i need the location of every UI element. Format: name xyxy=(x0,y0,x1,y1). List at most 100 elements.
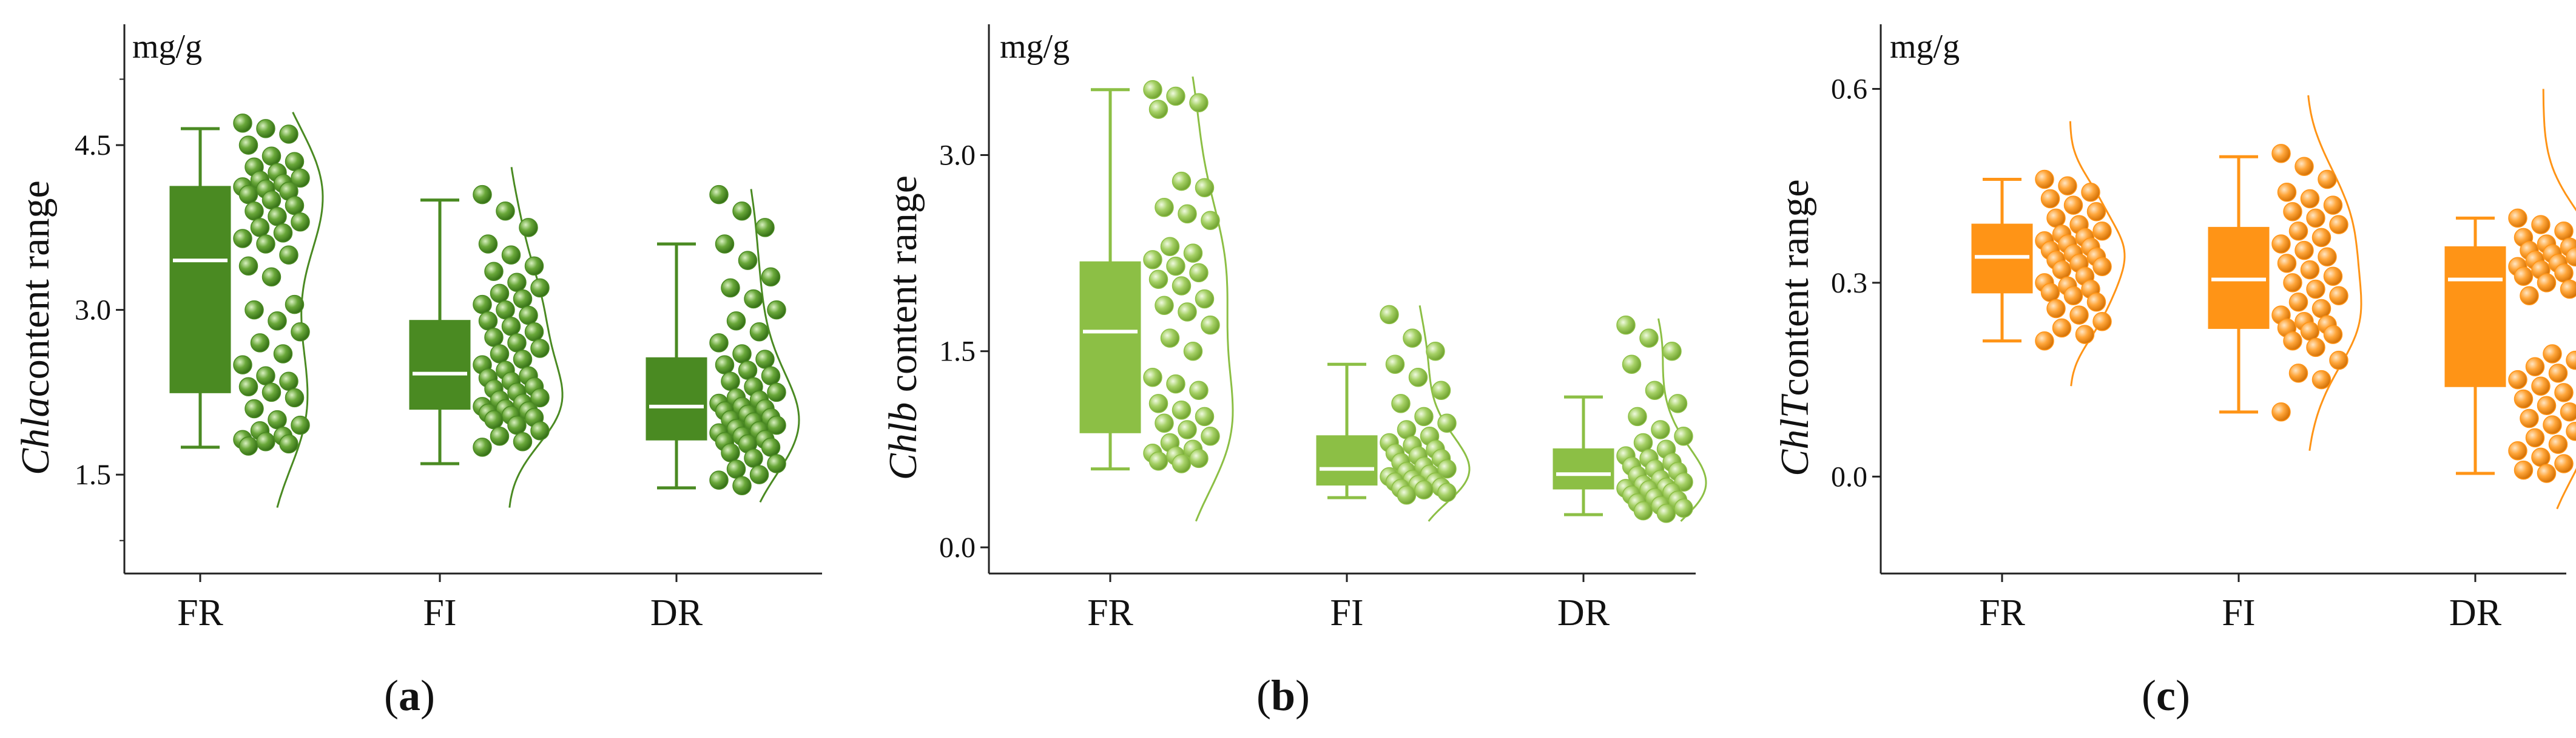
data-point xyxy=(1391,394,1411,413)
data-point xyxy=(2554,454,2574,473)
data-point xyxy=(2063,286,2083,305)
panel-c-caption: (c) xyxy=(2142,671,2190,720)
data-point xyxy=(2548,364,2568,383)
data-point xyxy=(2086,202,2106,222)
y-tick-label: 0.3 xyxy=(1831,267,1867,299)
x-tick-label: DR xyxy=(650,592,703,634)
y-tick-label: 3.0 xyxy=(939,139,976,171)
data-point xyxy=(755,218,775,237)
data-point xyxy=(473,294,492,314)
data-point xyxy=(2052,318,2072,338)
data-point xyxy=(490,283,510,303)
data-point xyxy=(233,229,252,248)
data-point xyxy=(761,366,781,385)
data-point xyxy=(738,251,758,270)
data-point xyxy=(501,317,521,336)
data-point xyxy=(2514,389,2534,409)
data-point xyxy=(238,135,258,155)
data-point xyxy=(238,256,258,276)
panel-a: 1.5 3.0 4.5 FR FI DR mg/g Chlacontent range (… xyxy=(13,24,822,720)
data-point xyxy=(473,438,492,457)
data-point xyxy=(749,322,769,342)
data-point xyxy=(2554,221,2574,241)
data-point xyxy=(291,212,310,232)
data-point xyxy=(2537,396,2557,415)
data-point xyxy=(478,311,498,331)
data-point xyxy=(721,443,740,462)
data-point xyxy=(1178,204,1197,224)
data-point xyxy=(291,168,310,188)
data-point xyxy=(1155,296,1174,316)
data-point xyxy=(1183,341,1203,361)
data-point xyxy=(2318,169,2337,189)
data-point xyxy=(484,328,504,347)
data-point xyxy=(2040,189,2060,209)
data-point xyxy=(1189,449,1209,469)
data-point xyxy=(285,195,305,215)
data-point xyxy=(2306,337,2325,357)
density-curve xyxy=(2307,95,2362,451)
data-point xyxy=(2531,215,2551,234)
data-point xyxy=(233,113,252,133)
data-point xyxy=(1662,341,1682,361)
data-point xyxy=(2271,144,2291,163)
panel-a-plot: 1.5 3.0 4.5 FR FI DR xyxy=(75,24,822,634)
data-point xyxy=(2531,376,2551,396)
data-point xyxy=(2288,293,2308,312)
data-point xyxy=(2058,176,2077,195)
data-point xyxy=(1645,381,1665,401)
data-point xyxy=(2092,221,2112,241)
data-point xyxy=(2311,228,2332,248)
data-point xyxy=(2277,183,2297,202)
data-point xyxy=(2283,273,2302,293)
data-point xyxy=(507,415,527,435)
data-point xyxy=(2294,240,2314,260)
data-point xyxy=(250,218,270,237)
box-iqr xyxy=(1079,261,1141,433)
panel-c-unit: mg/g xyxy=(1890,28,1960,66)
box-iqr xyxy=(1553,448,1614,490)
data-point xyxy=(1201,211,1220,230)
panel-b-ylabel: Chlb content range xyxy=(881,175,925,480)
data-point xyxy=(1189,381,1209,401)
data-point xyxy=(279,245,298,265)
box-iqr xyxy=(646,357,707,441)
panel-a-ylabel: Chlacontent range xyxy=(13,180,58,475)
data-point xyxy=(2514,266,2534,286)
data-point xyxy=(1622,354,1642,374)
data-point xyxy=(261,190,282,210)
data-point xyxy=(261,267,282,287)
data-point xyxy=(738,361,758,380)
data-point xyxy=(761,267,781,287)
data-point xyxy=(238,377,258,397)
data-point xyxy=(238,184,258,205)
data-point xyxy=(250,333,270,353)
data-point xyxy=(721,278,740,298)
data-point xyxy=(1674,427,1693,446)
data-point xyxy=(1155,413,1174,433)
box-iqr xyxy=(1316,435,1378,486)
y-tick-label: 3.0 xyxy=(75,294,111,327)
y-tick-label: 0.6 xyxy=(1831,73,1867,105)
data-point xyxy=(1166,256,1185,276)
data-point xyxy=(530,278,550,298)
data-point xyxy=(1633,501,1653,521)
data-point xyxy=(2508,441,2527,461)
data-point xyxy=(715,355,735,374)
data-point xyxy=(524,322,544,342)
data-point xyxy=(1437,413,1457,433)
data-point xyxy=(530,421,550,441)
data-point xyxy=(2046,299,2066,319)
data-point xyxy=(279,124,298,144)
data-point xyxy=(721,371,740,391)
data-point xyxy=(484,262,504,281)
data-point xyxy=(1160,237,1180,257)
data-point xyxy=(1651,420,1670,439)
data-point xyxy=(1431,381,1451,401)
data-point xyxy=(726,459,746,479)
data-point xyxy=(256,234,275,254)
data-point xyxy=(2566,350,2576,370)
data-point xyxy=(2548,435,2568,454)
data-point xyxy=(1143,80,1162,100)
data-point xyxy=(244,300,264,320)
